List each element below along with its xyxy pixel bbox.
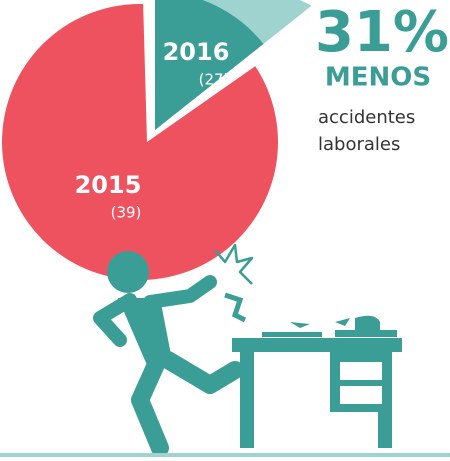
subheadline: MENOS — [325, 63, 431, 93]
illustration — [93, 243, 402, 457]
category-label: 2015 — [75, 171, 142, 199]
value-label: (27) — [199, 71, 230, 89]
pie-slice — [155, 0, 264, 130]
value-label: (39) — [111, 204, 142, 222]
note: laborales — [318, 134, 400, 155]
pie — [2, 0, 350, 280]
ground — [0, 453, 450, 457]
headline: 31% — [315, 0, 449, 65]
note: accidentes — [318, 107, 415, 128]
category-label: 2016 — [163, 38, 230, 66]
